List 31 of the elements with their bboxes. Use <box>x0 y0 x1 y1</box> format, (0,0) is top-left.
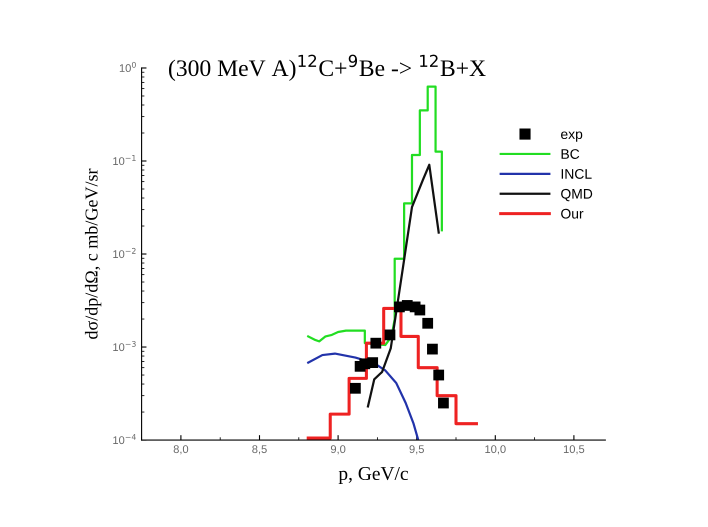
y-tick-label: 10$^{−2}$ <box>113 248 136 258</box>
legend-label: INCL <box>562 169 592 179</box>
legend-label: Our <box>561 208 584 219</box>
point <box>350 382 361 394</box>
x-axis-title: p, GeV/c <box>338 466 408 484</box>
legend-label: QMD <box>561 188 592 202</box>
x-tick-label: 8,0 <box>174 445 188 454</box>
legend-label: BC <box>562 149 580 159</box>
x-tick-label: 10,5 <box>564 445 584 454</box>
point <box>438 398 449 408</box>
chart-title: (300 MeV A)$^{12}$C+$^{9}$Be -> $^{12}$B+X <box>168 54 486 81</box>
point <box>367 357 378 368</box>
y-tick-label: 10$^{−3}$ <box>113 340 136 352</box>
line-series <box>366 164 440 408</box>
y-axis-title: dσ/dp/dΩ, c mb/GeV/sr <box>84 168 102 339</box>
x-tick-label: 9,5 <box>410 445 424 454</box>
point <box>433 370 444 380</box>
x-tick-label: 10,0 <box>485 445 506 454</box>
y-tick-label: 10$^{−1}$ <box>113 155 136 166</box>
x-tick-label: 8,5 <box>252 445 267 454</box>
point <box>370 338 382 349</box>
y-tick-label: 10$^{−4}$ <box>113 434 136 444</box>
point <box>427 344 438 354</box>
point <box>414 304 426 316</box>
y-tick-label: 10$^{0}$ <box>120 62 136 72</box>
line-series <box>307 86 443 346</box>
x-tick-label: 9,0 <box>330 445 346 454</box>
point <box>422 318 434 329</box>
point <box>384 330 396 340</box>
line-series <box>307 352 420 440</box>
legend-label: exp <box>561 131 582 142</box>
